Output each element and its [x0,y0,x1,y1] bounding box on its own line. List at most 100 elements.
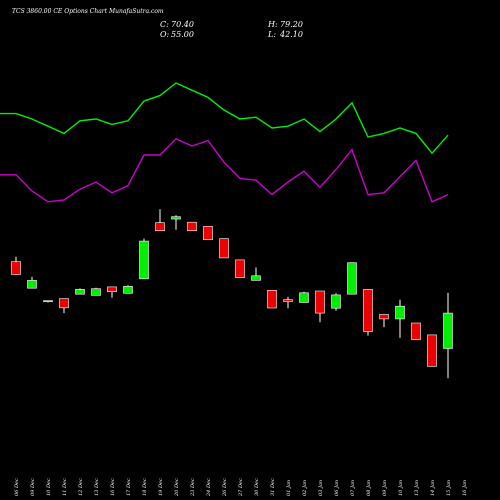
candle-body [155,222,165,231]
candle-body [267,289,277,309]
x-tick-label: 02 Jan [302,480,308,496]
low-label: L: [267,30,276,39]
candle-body [379,314,389,320]
candle-body [75,289,85,295]
x-tick-label: 09 Dec [30,478,36,496]
x-tick-label: 18 Dec [142,478,148,496]
candle [251,267,261,281]
ohlc-readout: C: 70.40 H: 79.20 O: 55.00 L: 42.10 [160,20,303,39]
candle [443,292,453,379]
x-tick-label: 09 Jan [382,480,388,496]
candle [11,256,21,275]
x-tick-label: 23 Dec [190,478,196,497]
candle [235,259,245,278]
chart-title: TCS 3860.00 CE Options Chart MunafaSutra… [12,8,164,15]
x-tick-label: 11 Dec [62,478,68,496]
x-tick-label: 07 Jan [350,480,356,496]
candle [331,293,341,311]
candle [299,291,309,303]
candle [75,288,85,295]
candle-body [187,221,197,231]
candle [27,276,37,289]
candle-body [11,261,21,275]
candles [11,209,453,379]
indicator-lines [0,82,449,203]
x-tick-label: 12 Dec [78,478,84,496]
candle-body [411,322,421,340]
low-value: 42.10 [279,30,303,39]
x-tick-label: 06 Dec [14,478,20,496]
candle-body [363,289,373,332]
candle [363,289,373,336]
x-tick-label: 08 Jan [366,480,372,496]
candle-body [299,292,309,303]
candle [395,299,405,338]
candle-body [27,280,37,289]
candle [59,298,69,314]
candle-body [347,262,357,295]
x-tick-label: 13 Dec [94,478,100,496]
x-tick-label: 20 Dec [174,478,180,497]
candle-body [139,240,149,280]
candle [267,289,277,309]
x-tick-label: 10 Dec [46,478,52,496]
x-axis: 06 Dec 09 Dec 10 Dec 11 Dec 12 Dec 13 Dec 16 D… [14,478,468,497]
candle [219,238,229,259]
x-tick-label: 16 Jan [462,480,468,496]
candle [283,296,293,309]
close-value: 70.40 [171,20,194,29]
candle-body [251,275,261,281]
x-tick-label: 01 Jan [286,480,292,496]
candle-body [107,286,117,292]
close-label: C: [160,20,169,29]
candle-body [315,290,325,314]
candle [427,334,437,367]
x-tick-label: 27 Dec [238,478,244,497]
candle [155,209,165,231]
candle [411,322,421,340]
candle [171,215,181,230]
high-value: 79.20 [280,20,303,29]
candle-body [427,334,437,367]
candle [139,238,149,280]
candle-body [283,299,293,302]
candle-body [203,226,213,240]
candle-body [43,300,53,303]
candle-body [443,312,453,349]
x-tick-label: 16 Dec [110,478,116,496]
x-tick-label: 17 Dec [126,478,132,496]
candle-body [395,305,405,320]
x-tick-label: 30 Dec [254,478,260,496]
candle [43,300,53,303]
indicator-line-upper [0,82,449,155]
candle [187,221,197,231]
candle [107,286,117,298]
candle [203,226,213,240]
candle [379,314,389,328]
x-tick-label: 06 Jan [334,480,340,496]
candle [347,262,357,295]
x-tick-label: 14 Jan [430,480,436,496]
candle [123,285,133,294]
candle-body [331,294,341,309]
candle-body [235,259,245,278]
candle-body [219,238,229,259]
x-tick-label: 10 Jan [398,480,404,496]
x-tick-label: 24 Dec [206,478,212,497]
x-tick-label: 31 Dec [270,478,276,496]
open-label: O: [160,30,170,39]
x-tick-label: 15 Jan [446,480,452,496]
candle-body [91,288,101,296]
x-tick-label: 13 Jan [414,480,420,496]
high-label: H: [267,20,278,29]
candle-body [59,298,69,309]
indicator-line-lower [0,137,449,203]
x-tick-label: 03 Jan [318,480,324,496]
candle [91,287,101,296]
open-value: 55.00 [171,30,194,39]
x-tick-label: 19 Dec [158,478,164,496]
x-tick-label: 26 Dec [222,478,228,497]
candle-body [123,286,133,294]
